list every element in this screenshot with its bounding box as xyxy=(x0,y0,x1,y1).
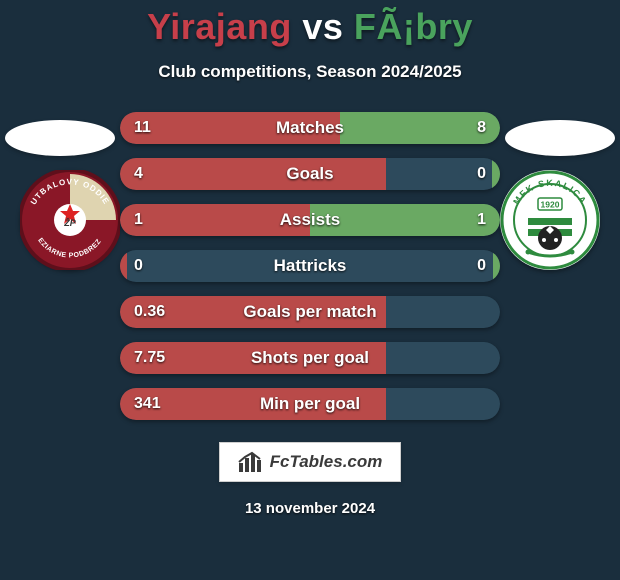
stat-row: 1Assists1 xyxy=(120,204,500,236)
title-away-name: FÃ¡bry xyxy=(354,6,473,47)
stat-value-away: 0 xyxy=(477,257,486,275)
infographic-container: Yirajang vs FÃ¡bry Club competitions, Se… xyxy=(0,0,620,580)
stat-row: 0Hattricks0 xyxy=(120,250,500,282)
home-player-photo-placeholder xyxy=(5,120,115,156)
stat-row: 7.75Shots per goal xyxy=(120,342,500,374)
stat-label: Goals xyxy=(120,164,500,184)
chart-bars-icon xyxy=(238,451,264,473)
stat-value-away: 8 xyxy=(477,119,486,137)
away-player-photo-placeholder xyxy=(505,120,615,156)
stat-value-away: 0 xyxy=(477,165,486,183)
svg-text:1920: 1920 xyxy=(541,200,560,210)
source-logo-box: FcTables.com xyxy=(219,442,402,482)
source-logo-text: FcTables.com xyxy=(270,452,383,472)
stat-value-away: 1 xyxy=(477,211,486,229)
date-text: 13 november 2024 xyxy=(245,500,375,517)
stat-row: 4Goals0 xyxy=(120,158,500,190)
title-vs-text: vs xyxy=(302,6,343,47)
stat-label: Matches xyxy=(120,118,500,138)
stat-label: Goals per match xyxy=(120,302,500,322)
away-club-badge: MFK SKALICA 1920 xyxy=(500,170,600,270)
stat-row: 11Matches8 xyxy=(120,112,500,144)
page-title: Yirajang vs FÃ¡bry xyxy=(147,6,473,48)
stat-row: 0.36Goals per match xyxy=(120,296,500,328)
home-club-badge-svg: FUTBALOVY ODDIEL ZELEZIARNE PODBREZOVA Ž… xyxy=(20,170,120,270)
stat-label: Assists xyxy=(120,210,500,230)
stat-row: 341Min per goal xyxy=(120,388,500,420)
subtitle: Club competitions, Season 2024/2025 xyxy=(158,62,461,82)
svg-text:ŽP: ŽP xyxy=(63,217,76,228)
stat-label: Shots per goal xyxy=(120,348,500,368)
home-club-badge: FUTBALOVY ODDIEL ZELEZIARNE PODBREZOVA Ž… xyxy=(20,170,120,270)
away-club-badge-svg: MFK SKALICA 1920 xyxy=(500,170,600,270)
stat-label: Min per goal xyxy=(120,394,500,414)
title-home-name: Yirajang xyxy=(147,6,292,47)
stat-label: Hattricks xyxy=(120,256,500,276)
stats-list: 11Matches84Goals01Assists10Hattricks00.3… xyxy=(120,112,500,420)
